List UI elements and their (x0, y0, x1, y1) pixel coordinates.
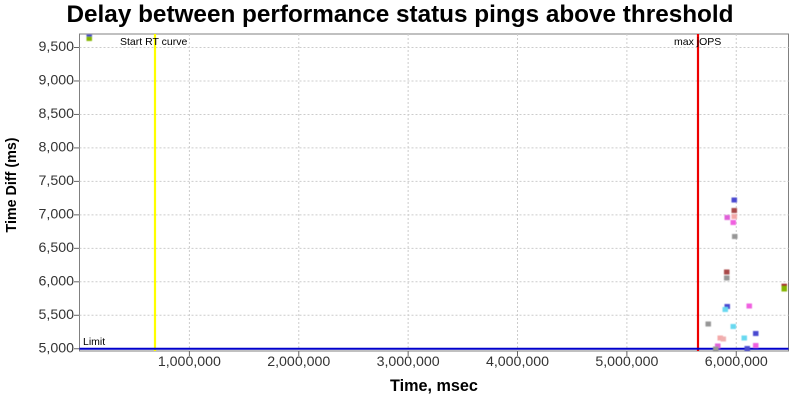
svg-text:6,000: 6,000 (38, 274, 74, 290)
svg-text:8,500: 8,500 (38, 106, 74, 122)
svg-text:3,000,000: 3,000,000 (377, 354, 440, 370)
svg-text:5,000: 5,000 (38, 341, 74, 357)
svg-text:7,500: 7,500 (38, 173, 74, 189)
svg-text:Limit: Limit (83, 336, 105, 348)
svg-text:max jOPS: max jOPS (674, 36, 721, 48)
svg-text:8,000: 8,000 (38, 140, 74, 156)
svg-text:2,000,000: 2,000,000 (267, 354, 330, 370)
svg-text:7,000: 7,000 (38, 207, 74, 223)
svg-text:4,000,000: 4,000,000 (486, 354, 549, 370)
svg-text:1,000,000: 1,000,000 (158, 354, 221, 370)
svg-text:Start RT curve: Start RT curve (120, 36, 187, 48)
svg-text:9,000: 9,000 (38, 73, 74, 89)
svg-text:5,000,000: 5,000,000 (595, 354, 658, 370)
svg-text:5,500: 5,500 (38, 307, 74, 323)
svg-text:9,500: 9,500 (38, 39, 74, 55)
svg-text:6,000,000: 6,000,000 (705, 354, 768, 370)
svg-text:6,500: 6,500 (38, 240, 74, 256)
svg-text:Time, msec: Time, msec (390, 377, 478, 395)
svg-text:Time Diff (ms): Time Diff (ms) (4, 137, 20, 232)
